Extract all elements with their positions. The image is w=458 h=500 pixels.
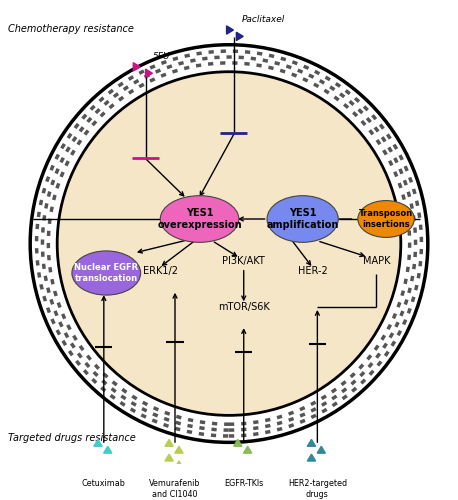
- Polygon shape: [165, 454, 173, 461]
- Polygon shape: [227, 26, 234, 34]
- Text: mTOR/S6K: mTOR/S6K: [218, 302, 270, 312]
- Ellipse shape: [72, 251, 141, 295]
- Polygon shape: [175, 446, 183, 453]
- Text: Paclitaxel: Paclitaxel: [241, 14, 284, 24]
- Text: YES1
amplification: YES1 amplification: [267, 208, 339, 230]
- Text: HER-2: HER-2: [298, 266, 327, 276]
- Polygon shape: [307, 454, 316, 461]
- Text: MAPK: MAPK: [363, 256, 390, 266]
- Polygon shape: [104, 446, 112, 453]
- Text: 5FU: 5FU: [153, 52, 170, 61]
- Text: ERK1/2: ERK1/2: [143, 266, 178, 276]
- Polygon shape: [94, 440, 102, 446]
- Polygon shape: [175, 461, 183, 468]
- Text: Targeted drugs resistance: Targeted drugs resistance: [8, 432, 136, 442]
- Text: HER2-targeted
drugs: HER2-targeted drugs: [288, 479, 347, 498]
- Polygon shape: [307, 440, 316, 446]
- Text: Transposon
insertions: Transposon insertions: [359, 210, 413, 229]
- Polygon shape: [133, 62, 140, 71]
- Text: Cetuximab: Cetuximab: [82, 479, 126, 488]
- Polygon shape: [146, 69, 153, 78]
- Text: YES1
overexpression: YES1 overexpression: [157, 208, 242, 230]
- Polygon shape: [236, 32, 243, 40]
- Ellipse shape: [160, 196, 239, 242]
- Text: Chemotherapy resistance: Chemotherapy resistance: [8, 24, 134, 34]
- Polygon shape: [317, 446, 326, 453]
- Ellipse shape: [358, 200, 414, 237]
- Polygon shape: [234, 440, 242, 446]
- Text: Vemurafenib
and CI1040: Vemurafenib and CI1040: [149, 479, 201, 498]
- Ellipse shape: [267, 196, 338, 242]
- Circle shape: [57, 72, 401, 416]
- Text: EGFR-TKIs: EGFR-TKIs: [224, 479, 263, 488]
- Polygon shape: [165, 440, 173, 446]
- Text: PI3K/AKT: PI3K/AKT: [222, 256, 265, 266]
- Text: Nuclear EGFR
translocation: Nuclear EGFR translocation: [74, 264, 138, 282]
- Polygon shape: [244, 446, 252, 453]
